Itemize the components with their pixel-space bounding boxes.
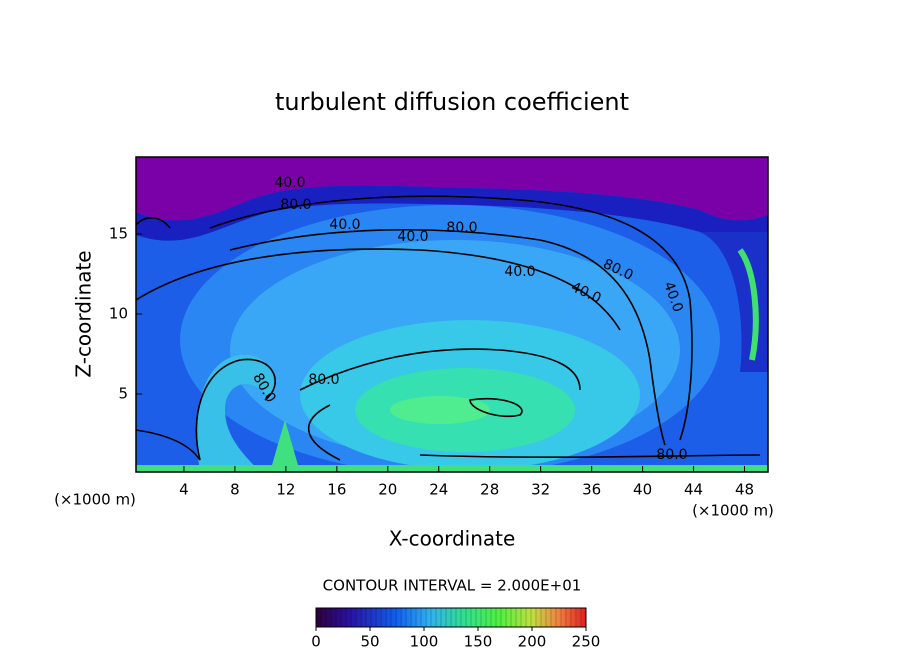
colorbar-tick-label: 100 — [410, 633, 439, 651]
x-tick-label: 48 — [735, 481, 754, 499]
y-tick-label: 15 — [109, 225, 128, 243]
contour-label: 80.0 — [656, 447, 687, 463]
x-tick-label: 44 — [684, 481, 703, 499]
x-tick-label: 12 — [276, 481, 295, 499]
x-tick-label: 16 — [327, 481, 346, 499]
y-tick-label: 10 — [109, 305, 128, 323]
x-tick-label: 32 — [531, 481, 550, 499]
y-tick-label: 5 — [118, 385, 128, 403]
colorbar-tick-label: 200 — [518, 633, 547, 651]
x-tick-label: 36 — [582, 481, 601, 499]
chart-title: turbulent diffusion coefficient — [275, 88, 629, 116]
contour-field — [136, 157, 768, 472]
x-axis-label: X-coordinate — [389, 527, 516, 551]
colorbar-tick-label: 150 — [464, 633, 493, 651]
contour-label: 80.0 — [280, 197, 311, 213]
x-tick-label: 8 — [230, 481, 240, 499]
contour-label: 40.0 — [329, 217, 360, 233]
colorbar-tick-label: 250 — [572, 633, 601, 651]
x-tick-label: 28 — [480, 481, 499, 499]
colorbar-tick-label: 0 — [311, 633, 321, 651]
contour-label: 40.0 — [504, 264, 535, 280]
x-tick-label: 40 — [633, 481, 652, 499]
contour-label: 80.0 — [446, 220, 477, 236]
contour-label: 80.0 — [308, 372, 339, 388]
x-tick-label: 20 — [378, 481, 397, 499]
x-tick-label: 24 — [429, 481, 448, 499]
y-axis-label: Z-coordinate — [72, 250, 96, 377]
x-unit-label: (×1000 m) — [692, 502, 774, 520]
contour-label: 40.0 — [397, 229, 428, 245]
colorbar-tick-label: 50 — [360, 633, 379, 651]
x-tick-label: 4 — [179, 481, 189, 499]
colorbar — [315, 607, 587, 628]
contour-label: 40.0 — [274, 175, 305, 191]
colorbar-title: CONTOUR INTERVAL = 2.000E+01 — [323, 577, 582, 595]
x-unit-label: (×1000 m) — [54, 491, 136, 509]
